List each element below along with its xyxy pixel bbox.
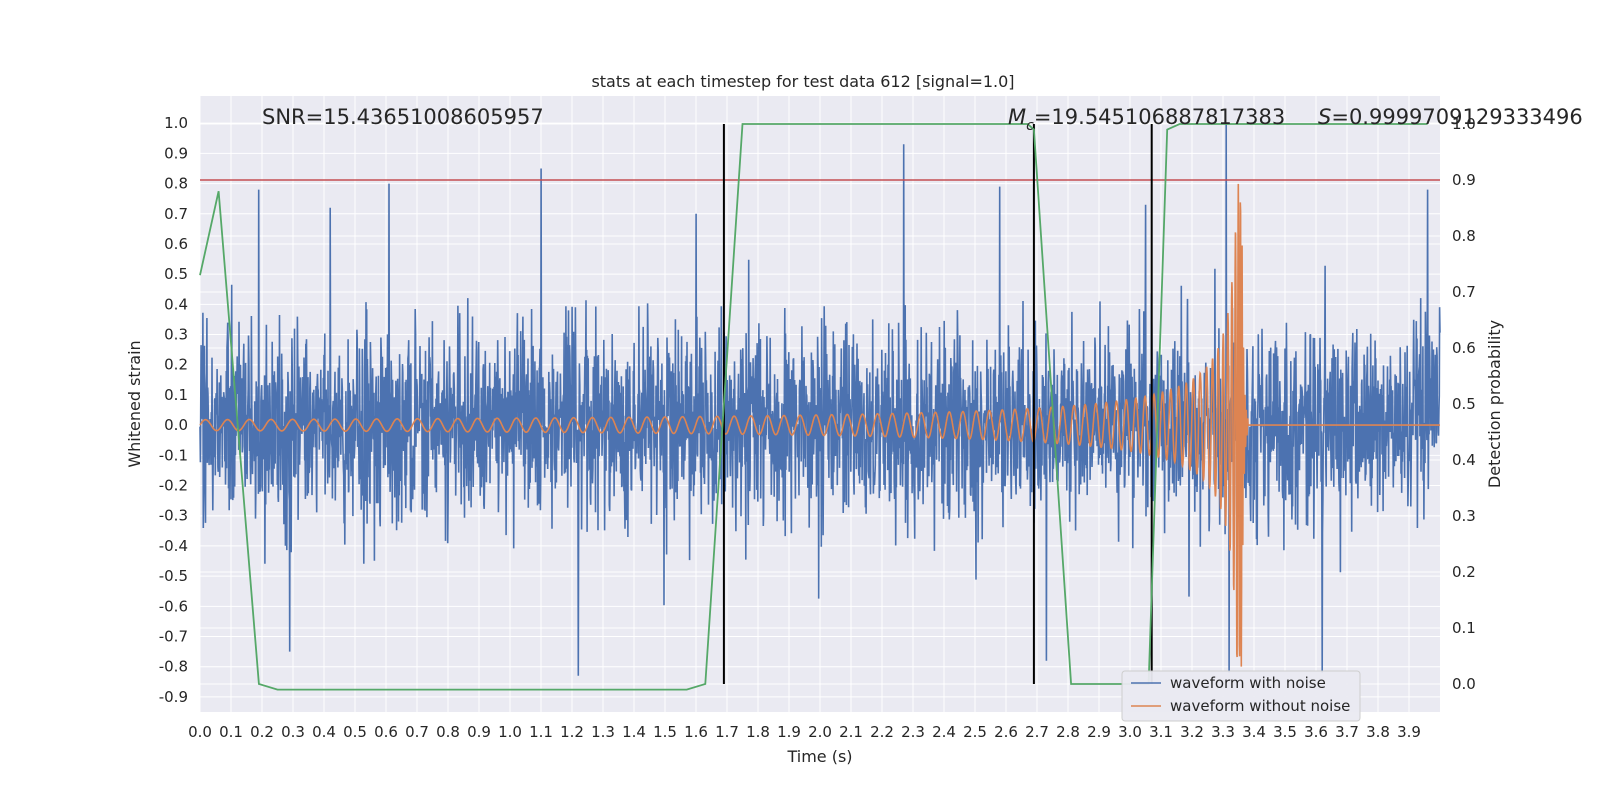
y2-tick-label: 1.0: [1452, 115, 1476, 133]
legend-box: [1121, 670, 1361, 722]
x-tick-label: 1.9: [777, 723, 801, 741]
y-tick-label: 0.2: [164, 356, 188, 374]
x-tick-label: 3.5: [1273, 723, 1297, 741]
x-tick-label: 0.5: [343, 723, 367, 741]
y2-tick-label: 0.8: [1452, 227, 1476, 245]
x-tick-label: 0.8: [436, 723, 460, 741]
x-tick-label: 2.4: [932, 723, 956, 741]
x-tick-label: 2.0: [808, 723, 832, 741]
x-axis-label: Time (s): [786, 747, 852, 766]
y-tick-label: 0.3: [164, 326, 188, 344]
x-tick-label: 2.8: [1056, 723, 1080, 741]
x-tick-label: 0.2: [250, 723, 274, 741]
x-tick-label: 1.4: [622, 723, 646, 741]
x-tick-label: 2.2: [870, 723, 894, 741]
y-tick-label: 0.4: [164, 295, 188, 313]
x-tick-label: 1.6: [684, 723, 708, 741]
y2-tick-label: 0.7: [1452, 283, 1476, 301]
y-tick-label: -0.2: [159, 477, 188, 495]
x-tick-label: 2.5: [963, 723, 987, 741]
snr-annotation: SNR=15.43651008605957: [262, 105, 544, 129]
y-tick-labels: 1.0 0.9 0.8 0.7 0.6 0.5 0.4 0.3 0.2 0.1 0.0 -0.1 -0.…: [159, 114, 188, 706]
y-tick-label: 0.5: [164, 265, 188, 283]
x-tick-label: 3.8: [1366, 723, 1390, 741]
score-symbol: S: [1318, 105, 1331, 129]
x-tick-label: 0.0: [188, 723, 212, 741]
y2-tick-label: 0.4: [1452, 451, 1476, 469]
x-tick-label: 0.9: [467, 723, 491, 741]
x-tick-label: 1.1: [529, 723, 553, 741]
x-tick-label: 1.3: [591, 723, 615, 741]
x-tick-label: 3.6: [1304, 723, 1328, 741]
x-tick-label: 2.1: [839, 723, 863, 741]
y2-tick-label: 0.9: [1452, 171, 1476, 189]
x-tick-label: 1.0: [498, 723, 522, 741]
x-tick-label: 0.7: [405, 723, 429, 741]
x-tick-label: 3.3: [1211, 723, 1235, 741]
x-tick-label: 1.7: [715, 723, 739, 741]
x-tick-label: 0.4: [312, 723, 336, 741]
y-tick-label: 0.8: [164, 175, 188, 193]
series-layer: [199, 123, 1441, 676]
y-tick-label: -0.6: [159, 597, 188, 615]
x-tick-label: 1.2: [560, 723, 584, 741]
y2-tick-label: 0.1: [1452, 619, 1476, 637]
series-detection-probability: [199, 123, 1428, 691]
score-annotation: S=0.9999709129333496: [1318, 105, 1583, 129]
y-tick-label: -0.5: [159, 567, 188, 585]
x-tick-label: 0.6: [374, 723, 398, 741]
x-tick-label: 1.8: [746, 723, 770, 741]
y-tick-label: 0.9: [164, 144, 188, 162]
score-value: =0.9999709129333496: [1331, 105, 1582, 129]
overlay-layer: [199, 123, 1440, 691]
x-tick-labels: 0.0 0.1 0.2 0.3 0.4 0.5 0.6 0.7 0.8 0.9 1.0 1.1 1.2 1…: [188, 723, 1421, 741]
chirp-mass-symbol: M: [1008, 105, 1026, 129]
y-tick-label: 0.0: [164, 416, 188, 434]
y2-tick-labels: 1.0 0.9 0.8 0.7 0.6 0.5 0.4 0.3 0.2 0.1 0.0: [1452, 115, 1476, 693]
y2-tick-label: 0.2: [1452, 563, 1476, 581]
x-tick-label: 3.0: [1118, 723, 1142, 741]
x-tick-label: 3.1: [1149, 723, 1173, 741]
y-tick-label: 0.7: [164, 205, 188, 223]
y2-tick-label: 0.0: [1452, 675, 1476, 693]
chart-title: stats at each timestep for test data 612…: [591, 72, 1014, 91]
x-tick-label: 2.6: [994, 723, 1018, 741]
x-tick-label: 1.5: [653, 723, 677, 741]
y2-tick-label: 0.6: [1452, 339, 1476, 357]
y2-axis-label: Detection probability: [1485, 320, 1504, 488]
x-tick-label: 3.4: [1242, 723, 1266, 741]
x-tick-label: 2.3: [901, 723, 925, 741]
y-tick-label: -0.1: [159, 446, 188, 464]
y-tick-label: 0.1: [164, 386, 188, 404]
chirp-mass-value: =19.545106887817383: [1034, 105, 1285, 129]
chirp-mass-subscript: c: [1026, 118, 1034, 134]
legend-label-clean: waveform without noise: [1170, 697, 1350, 715]
y-axis-label: Whitened strain: [125, 340, 144, 467]
x-tick-label: 0.1: [219, 723, 243, 741]
x-tick-label: 2.9: [1087, 723, 1111, 741]
y-tick-label: -0.8: [159, 658, 188, 676]
x-tick-label: 3.2: [1180, 723, 1204, 741]
x-tick-label: 2.7: [1025, 723, 1049, 741]
y-tick-label: 1.0: [164, 114, 188, 132]
y-tick-label: -0.7: [159, 628, 188, 646]
y-tick-label: -0.9: [159, 688, 188, 706]
legend: waveform with noise waveform without noi…: [1121, 670, 1361, 722]
legend-label-noise: waveform with noise: [1170, 674, 1326, 692]
y-tick-label: -0.4: [159, 537, 188, 555]
series-waveform-without-noise: [199, 183, 1440, 667]
chirp-mass-annotation: Mc=19.545106887817383: [1008, 105, 1285, 134]
y-tick-label: -0.3: [159, 507, 188, 525]
x-tick-label: 3.9: [1397, 723, 1421, 741]
y2-tick-label: 0.5: [1452, 395, 1476, 413]
x-tick-label: 3.7: [1335, 723, 1359, 741]
x-tick-label: 0.3: [281, 723, 305, 741]
y2-tick-label: 0.3: [1452, 507, 1476, 525]
y-tick-label: 0.6: [164, 235, 188, 253]
